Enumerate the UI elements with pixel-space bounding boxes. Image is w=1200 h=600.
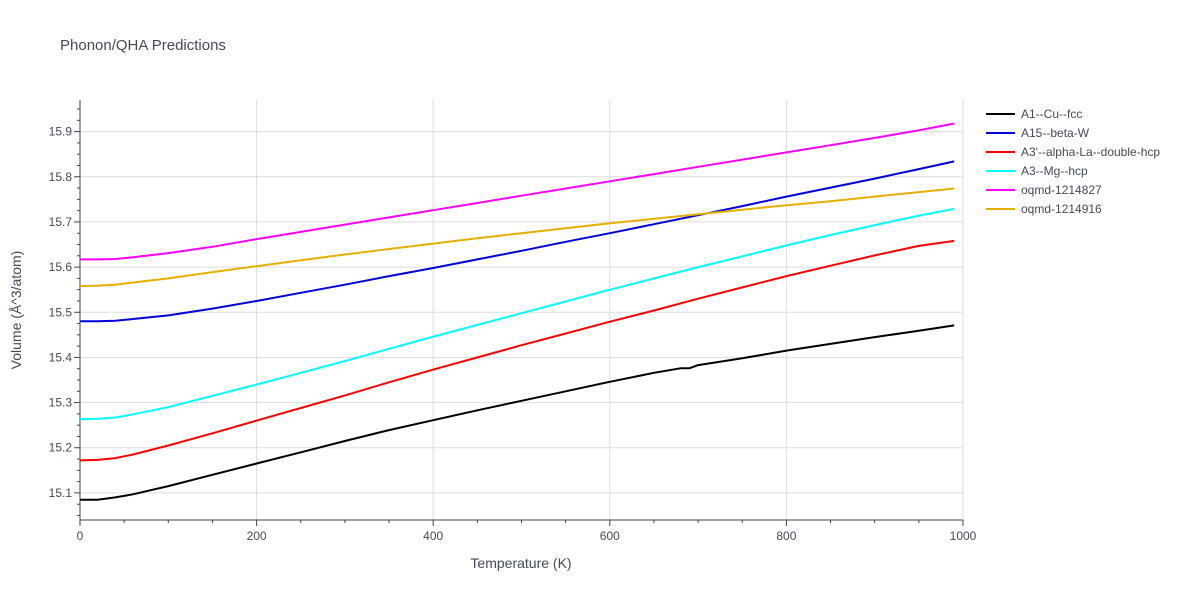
series-line <box>79 239 955 462</box>
chart-title: Phonon/QHA Predictions <box>60 37 226 54</box>
y-tick-label: 15.9 <box>49 125 73 139</box>
series-lines <box>79 122 955 501</box>
legend-label: oqmd-1214916 <box>1021 202 1102 216</box>
x-axis-title: Temperature (K) <box>470 555 571 571</box>
tick-labels: 0 200 400 600 800 1000 15.1 15.2 15.3 15.4 15.5 15.… <box>49 125 977 543</box>
y-tick-label: 15.5 <box>49 305 73 319</box>
x-tick-label: 0 <box>77 529 84 543</box>
axes <box>74 100 964 526</box>
y-tick-label: 15.3 <box>49 396 73 410</box>
y-tick-label: 15.2 <box>49 441 73 455</box>
legend-label: A3--Mg--hcp <box>1021 164 1088 178</box>
legend-label: A3'--alpha-La--double-hcp <box>1021 145 1160 159</box>
grid <box>80 100 964 520</box>
series-line <box>80 122 955 261</box>
series-line <box>79 187 955 288</box>
x-tick-label: 200 <box>247 529 267 543</box>
series-line <box>80 160 955 323</box>
y-tick-label: 15.1 <box>49 486 73 500</box>
legend: A1--Cu--fcc A15--beta-W A3'--alpha-La--dou… <box>986 107 1160 216</box>
x-tick-label: 600 <box>600 529 620 543</box>
y-tick-label: 15.4 <box>49 350 73 364</box>
x-tick-label: 800 <box>776 529 796 543</box>
series-line <box>80 324 955 501</box>
legend-label: A1--Cu--fcc <box>1021 107 1082 121</box>
y-tick-label: 15.7 <box>49 215 73 229</box>
y-axis-title: Volume (Å^3/atom) <box>8 251 24 370</box>
legend-label: A15--beta-W <box>1021 126 1090 140</box>
legend-label: oqmd-1214827 <box>1021 183 1102 197</box>
x-tick-label: 400 <box>423 529 443 543</box>
series-line <box>79 207 955 421</box>
y-tick-label: 15.6 <box>49 260 73 274</box>
y-tick-label: 15.8 <box>49 170 73 184</box>
x-tick-label: 1000 <box>950 529 977 543</box>
